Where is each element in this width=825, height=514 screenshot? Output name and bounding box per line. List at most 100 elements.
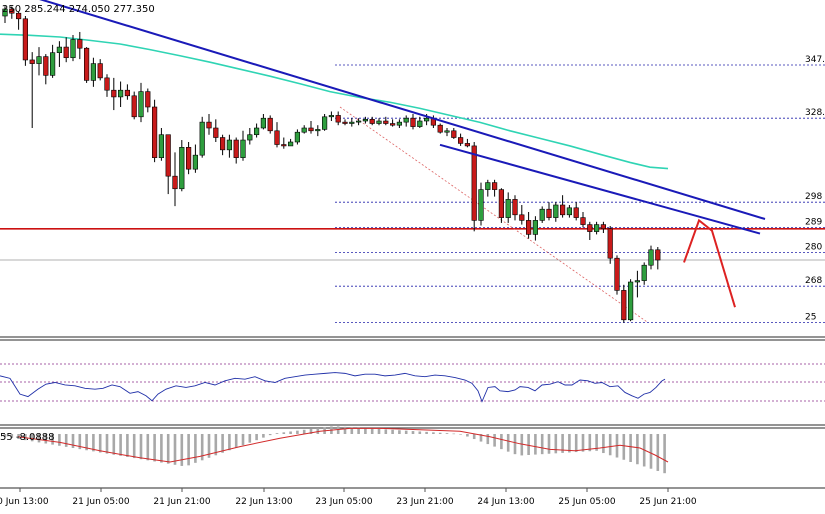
candle-body-bullish (254, 127, 260, 136)
candle-body-bearish (172, 175, 178, 190)
candle (247, 128, 253, 145)
candle-body-bearish (525, 220, 532, 235)
macd-histogram-bar (105, 434, 109, 454)
macd-histogram-bar (425, 431, 428, 434)
macd-histogram-bar (377, 428, 381, 434)
candle (274, 122, 280, 148)
candle (491, 179, 498, 197)
candle (15, 11, 22, 30)
candle-body-bullish (301, 127, 307, 133)
fib-label: 347. (805, 55, 825, 65)
candle-body-bearish (9, 8, 15, 14)
candle-body-bearish (512, 199, 518, 216)
candle (2, 6, 8, 23)
fib-label: 289 (805, 217, 822, 227)
candle-body-bullish (593, 224, 600, 232)
candle-body-bullish (36, 56, 42, 64)
candle (512, 195, 518, 221)
macd-histogram-bar (146, 434, 150, 461)
time-label: 24 Jun 13:00 (477, 497, 534, 507)
candle (213, 119, 219, 142)
candle-body-bearish (84, 47, 90, 81)
candle-body-bullish (2, 8, 8, 17)
fib-label: 280 (805, 243, 822, 253)
candle-body-bearish (614, 257, 620, 291)
macd-histogram-bar (343, 426, 347, 434)
candle (566, 205, 572, 218)
macd-histogram-bar (228, 434, 231, 451)
candle-body-bearish (63, 46, 69, 59)
candle (56, 41, 62, 67)
candle-body-bearish (145, 91, 151, 108)
candle-body-bearish (457, 137, 464, 144)
candle (97, 59, 103, 81)
time-label: 21 Jun 05:00 (72, 497, 129, 507)
candle (471, 142, 477, 232)
candle-body-bearish (607, 228, 613, 259)
candle-body-bearish (233, 139, 239, 158)
macd-histogram-bar (309, 428, 313, 434)
candle-body-bullish (90, 63, 96, 81)
macd-histogram-bar (561, 434, 564, 453)
candle (36, 47, 42, 76)
candle-body-bearish (97, 63, 103, 79)
candle-body-bearish (281, 144, 287, 147)
candle (485, 179, 491, 197)
macd-histogram-bar (445, 433, 449, 434)
macd-histogram-bar (629, 434, 632, 462)
candle (593, 221, 600, 235)
candle (627, 279, 634, 322)
candle-body-bearish (655, 249, 661, 261)
macd-histogram-bar (581, 434, 585, 452)
candle (260, 114, 267, 130)
candle (22, 16, 29, 66)
candle (70, 35, 76, 62)
candle (118, 81, 124, 107)
candle (84, 47, 90, 83)
candle-body-bullish (294, 131, 301, 143)
macd-readout: 55 -8.0888 (0, 432, 55, 443)
macd-histogram-bar (262, 434, 265, 438)
macd-histogram-bar (574, 434, 578, 453)
bearish-trend-line (439, 143, 761, 235)
candle (464, 138, 471, 148)
macd-histogram-bar (112, 434, 116, 455)
macd-histogram-bar (221, 434, 224, 453)
time-label: 25 Jun 21:00 (639, 497, 696, 507)
candle (600, 221, 606, 233)
candle-body-bearish (621, 290, 627, 321)
macd-histogram-bar (180, 434, 184, 466)
macd-histogram-bar (466, 434, 469, 437)
candle-body-bearish (104, 77, 110, 91)
time-label: 21 Jun 21:00 (153, 497, 210, 507)
candle (145, 88, 151, 113)
candle-body-bearish (131, 95, 137, 118)
candle-body-bearish (600, 224, 606, 230)
candle (43, 54, 49, 85)
macd-histogram-bar (71, 434, 75, 448)
macd-histogram-bar (568, 434, 571, 453)
candle-body-bearish (342, 121, 348, 124)
macd-histogram-bar (37, 434, 41, 443)
macd-histogram-bar (411, 431, 415, 434)
candle (111, 77, 117, 111)
candle-body-bearish (165, 134, 171, 177)
candle-body-bearish (29, 59, 35, 64)
candle-body-bullish (179, 147, 185, 190)
candle-body-bullish (287, 141, 294, 147)
macd-histogram-bar (10, 434, 14, 438)
macd-histogram-bar (316, 428, 320, 434)
macd-histogram-bar (255, 434, 258, 441)
candle (131, 91, 137, 120)
candle-body-bearish (15, 12, 22, 20)
candle-body-bearish (559, 204, 566, 216)
candle (179, 140, 185, 192)
candle-body-bullish (423, 117, 430, 122)
candle-body-bearish (587, 224, 593, 232)
candle-body-bullish (240, 139, 246, 158)
candle-body-bearish (451, 130, 457, 138)
candle (559, 195, 566, 218)
candle (553, 202, 559, 222)
